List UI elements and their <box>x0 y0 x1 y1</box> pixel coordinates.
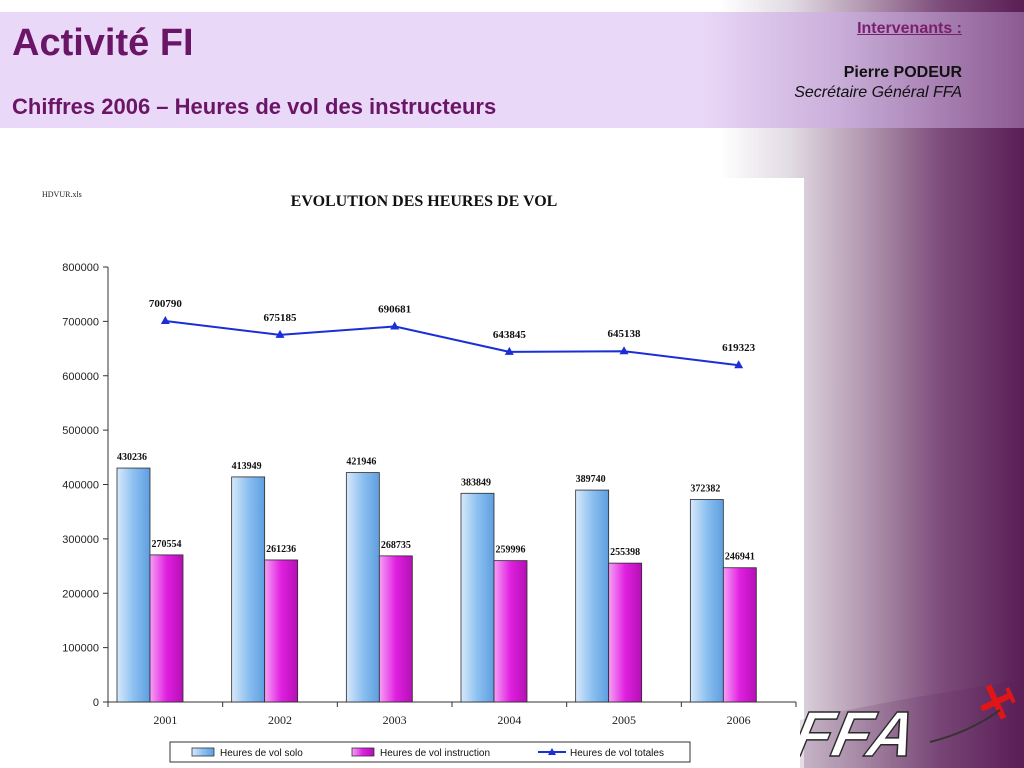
line-point-marker <box>734 360 744 369</box>
bar-value-label: 261236 <box>266 544 296 555</box>
bar-instruction <box>149 554 184 703</box>
x-tick-label: 2004 <box>497 713 521 727</box>
airplane-icon <box>980 684 1016 720</box>
legend-label: Heures de vol instruction <box>380 748 490 759</box>
bar-solo <box>231 476 266 703</box>
line-point-marker <box>504 346 514 355</box>
bar-solo <box>116 467 151 703</box>
line-value-label: 643845 <box>493 329 527 341</box>
y-tick-label: 800000 <box>62 262 99 274</box>
bar-solo <box>689 499 724 703</box>
y-tick-label: 0 <box>93 697 99 709</box>
page-title: Activité FI <box>12 22 194 64</box>
line-totales <box>165 319 739 367</box>
line-point-marker <box>275 329 285 338</box>
logo-text: FFA <box>800 698 923 768</box>
line-value-label: 645138 <box>608 328 642 340</box>
bar-instruction <box>493 560 528 703</box>
line-value-label: 700790 <box>149 298 183 310</box>
header-band <box>0 12 1024 128</box>
bar-instruction <box>722 567 757 703</box>
page-subtitle: Chiffres 2006 – Heures de vol des instru… <box>12 94 497 119</box>
y-tick-label: 200000 <box>62 588 99 600</box>
bar-value-label: 413949 <box>232 461 262 472</box>
speaker-role: Secrétaire Général FFA <box>794 84 962 101</box>
bar-value-label: 389740 <box>576 474 606 485</box>
chart-file-label: HDVUR.xls <box>42 190 82 199</box>
line-point-marker <box>619 346 629 355</box>
speakers-label: Intervenants : <box>857 20 962 37</box>
x-tick-label: 2005 <box>612 713 636 727</box>
line-point-marker <box>160 315 170 324</box>
bar-value-label: 430236 <box>117 452 147 463</box>
speaker-name: Pierre PODEUR <box>843 64 962 81</box>
y-tick-label: 300000 <box>62 534 99 546</box>
bar-instruction <box>608 562 643 703</box>
y-tick-label: 400000 <box>62 480 99 492</box>
y-tick-label: 100000 <box>62 643 99 655</box>
bar-instruction <box>378 555 413 703</box>
bar-value-label: 259996 <box>496 545 526 556</box>
bar-value-label: 372382 <box>690 484 720 495</box>
x-tick-label: 2002 <box>268 713 292 727</box>
bar-value-label: 255398 <box>610 547 640 558</box>
chart-title: EVOLUTION DES HEURES DE VOL <box>291 193 558 210</box>
bar-value-label: 383849 <box>461 477 491 488</box>
y-tick-label: 600000 <box>62 371 99 383</box>
ffa-logo: FFA <box>800 680 1024 768</box>
chart-panel: HDVUR.xls EVOLUTION DES HEURES DE VOL 0 100… <box>22 178 804 768</box>
x-tick-label: 2003 <box>383 713 407 727</box>
line-value-label: 675185 <box>264 312 298 324</box>
legend-label: Heures de vol totales <box>570 748 664 759</box>
legend-label: Heures de vol solo <box>220 748 303 759</box>
bar-value-label: 421946 <box>346 457 376 468</box>
line-value-label: 690681 <box>378 303 411 315</box>
legend-swatch-instruction <box>351 747 375 757</box>
flight-hours-chart: HDVUR.xls EVOLUTION DES HEURES DE VOL 0 100… <box>42 190 797 763</box>
legend-marker-totales <box>548 748 556 755</box>
x-tick-label: 2006 <box>727 713 751 727</box>
line-value-label: 619323 <box>722 342 756 354</box>
line-point-marker <box>390 321 400 330</box>
legend-box <box>169 741 691 763</box>
bar-solo <box>575 489 610 703</box>
bar-solo <box>345 472 380 703</box>
logo-swoosh <box>929 709 1001 743</box>
y-tick-label: 700000 <box>62 316 99 328</box>
bar-value-label: 268735 <box>381 540 411 551</box>
speakers-block: Intervenants : Pierre PODEUR Secrétaire … <box>794 20 962 102</box>
y-tick-label: 500000 <box>62 425 99 437</box>
bar-solo <box>460 492 495 703</box>
x-tick-label: 2001 <box>153 713 177 727</box>
bar-instruction <box>264 559 299 703</box>
legend-swatch-solo <box>191 747 215 757</box>
bar-value-label: 246941 <box>725 552 755 563</box>
bar-value-label: 270554 <box>152 539 182 550</box>
